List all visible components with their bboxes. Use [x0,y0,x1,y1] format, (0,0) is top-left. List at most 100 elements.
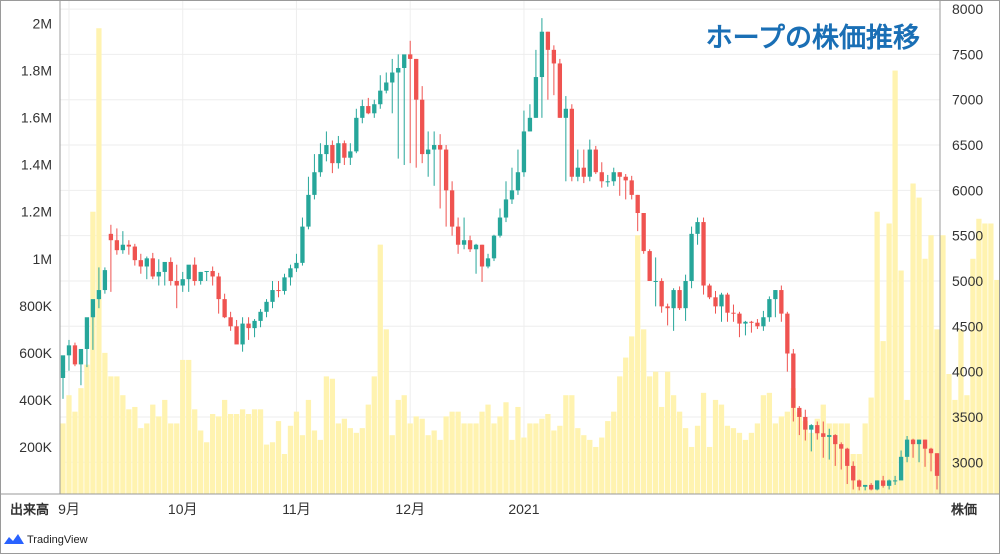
candlestick [851,461,856,490]
candlestick [485,253,491,269]
candle-body [916,439,922,445]
volume-bar [90,211,96,494]
candle-body [246,323,251,329]
candle-body [168,261,173,281]
volume-bar [221,399,228,494]
volume-bar [694,425,701,494]
candlestick [845,447,850,485]
time-tick-label: 9月 [58,501,80,517]
price-tick-label: 6500 [952,137,983,153]
price-tick-label: 3500 [952,409,983,425]
volume-bar [892,70,898,495]
candle-body [839,444,844,449]
candlestick [114,228,120,255]
volume-bar [964,395,970,494]
candlestick [264,299,269,318]
candlestick [408,40,413,164]
volume-bar [323,376,330,494]
candle-body [372,104,377,114]
volume-bar [898,270,904,494]
volume-bar [347,428,353,494]
candle-body [869,484,874,490]
candlestick [138,253,143,274]
candlestick [294,253,299,272]
volume-tick-label: 1M [33,251,52,267]
candlestick [934,453,940,490]
candlestick [539,18,545,118]
volume-bar [198,430,204,494]
candle-body [599,172,604,182]
candle-body [156,271,161,277]
candlestick [372,99,377,118]
volume-bar [796,411,802,494]
volume-bar [269,442,276,494]
candlestick [791,348,796,422]
candle-body [539,31,545,78]
candlestick [605,174,610,187]
volume-bar [281,454,288,494]
candlestick [910,438,916,458]
candle-body [264,301,269,312]
candle-body [138,260,143,267]
candlestick [497,208,503,238]
candle-body [557,63,563,118]
volume-bar [623,357,629,494]
volume-bar [808,432,814,494]
candlestick [132,243,137,266]
candle-body [575,167,580,177]
candlestick [503,181,509,223]
candle-body [144,258,149,267]
candlestick [84,317,90,368]
volume-bar [257,409,264,494]
volume-tick-label: 400K [19,392,52,408]
candlestick [437,134,443,209]
volume-bar [784,411,790,494]
volume-bar [605,421,611,494]
candlestick [420,86,425,164]
volume-bar [653,371,659,494]
volume-bar [210,414,216,494]
volume-bar [916,197,922,494]
candle-body [743,321,748,324]
volume-bar [293,411,300,494]
candlestick [402,54,407,165]
tradingview-brand[interactable]: TradingView [4,534,88,546]
volume-bar [395,399,401,494]
candle-body [521,131,527,173]
volume-bar [78,388,84,494]
candlestick [701,217,706,295]
volume-bar [748,432,755,494]
candlestick [120,231,126,254]
candle-body [90,299,96,318]
candle-body [378,90,383,105]
candlestick [928,447,934,472]
candlestick [797,406,802,436]
candlestick [222,293,227,319]
volume-bar [886,223,892,494]
candlestick [336,135,341,169]
candle-body [294,262,299,269]
candle-body [180,279,185,286]
volume-bar [174,423,180,494]
candlestick [431,131,437,186]
volume-bar [688,446,695,494]
volume-bar [335,423,342,494]
candle-body [306,194,311,227]
candlestick [833,434,838,466]
volume-bar [982,223,988,494]
candle-body [725,294,730,313]
candlestick [90,299,96,350]
candlestick [306,176,311,230]
candlestick [455,217,461,254]
volume-bar [539,418,545,494]
volume-bar [317,439,324,494]
candle-body [803,416,808,430]
candle-body [629,180,634,195]
candle-body [653,280,658,282]
candlestick [635,194,640,232]
candle-body [258,311,263,321]
candle-body [114,240,120,251]
candle-body [874,480,880,490]
candlestick [192,257,197,286]
candlestick [689,226,694,289]
